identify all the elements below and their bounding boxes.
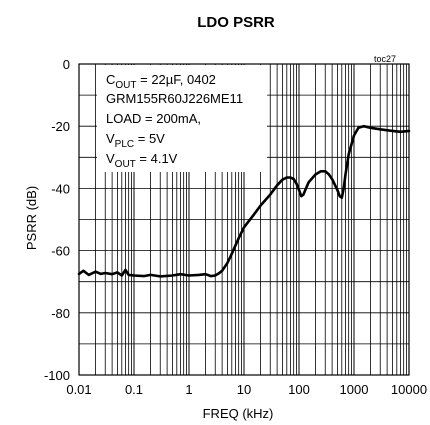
svg-text:COUT = 22µF, 0402: COUT = 22µF, 0402 [106, 72, 216, 91]
anno-vout-sub: OUT [115, 159, 136, 170]
x-tick-label: 1000 [340, 382, 369, 397]
x-tick-label: 0.1 [125, 382, 143, 397]
y-tick-label: -100 [44, 368, 70, 383]
psrr-series-line [77, 124, 411, 278]
y-axis-label: PSRR (dB) [24, 186, 39, 250]
x-tick-label: 0.01 [66, 382, 91, 397]
x-tick-label: 1 [185, 382, 192, 397]
anno-cout-main: C [106, 72, 115, 87]
anno-cout-sub: OUT [115, 80, 136, 91]
anno-part-number: GRM155R60J226ME11 [106, 91, 243, 106]
y-tick-label: 0 [63, 57, 70, 72]
anno-vplc-main: V [106, 131, 115, 146]
anno-cout-rest: = 22µF, 0402 [137, 72, 216, 87]
y-tick-label: -20 [51, 119, 70, 134]
anno-load: LOAD = 200mA, [106, 111, 201, 126]
y-tick-label: -60 [51, 244, 70, 259]
anno-vout-rest: = 4.1V [136, 151, 178, 166]
svg-text:VPLC = 5V: VPLC = 5V [106, 131, 165, 150]
x-tick-labels: 0.01 0.1 1 10 100 1000 10000 [66, 382, 427, 397]
x-axis-label: FREQ (kHz) [203, 406, 274, 421]
anno-vplc-rest: = 5V [134, 131, 165, 146]
svg-text:VOUT = 4.1V: VOUT = 4.1V [106, 151, 178, 170]
y-tick-label: -40 [51, 181, 70, 196]
figure-tag: toc27 [374, 54, 396, 64]
anno-vout-main: V [106, 151, 115, 166]
plot-frame [78, 63, 410, 376]
x-tick-label: 100 [288, 382, 310, 397]
y-tick-labels: 0 -20 -40 -60 -80 -100 [44, 57, 70, 383]
x-tick-label: 10 [237, 382, 251, 397]
annotation-text: COUT = 22µF, 0402 GRM155R60J226ME11 LOAD… [106, 72, 243, 170]
chart-title: LDO PSRR [197, 14, 275, 31]
x-tick-label: 10000 [391, 382, 427, 397]
annotation-box [97, 65, 267, 172]
anno-vplc-sub: PLC [115, 139, 134, 150]
y-tick-label: -80 [51, 306, 70, 321]
